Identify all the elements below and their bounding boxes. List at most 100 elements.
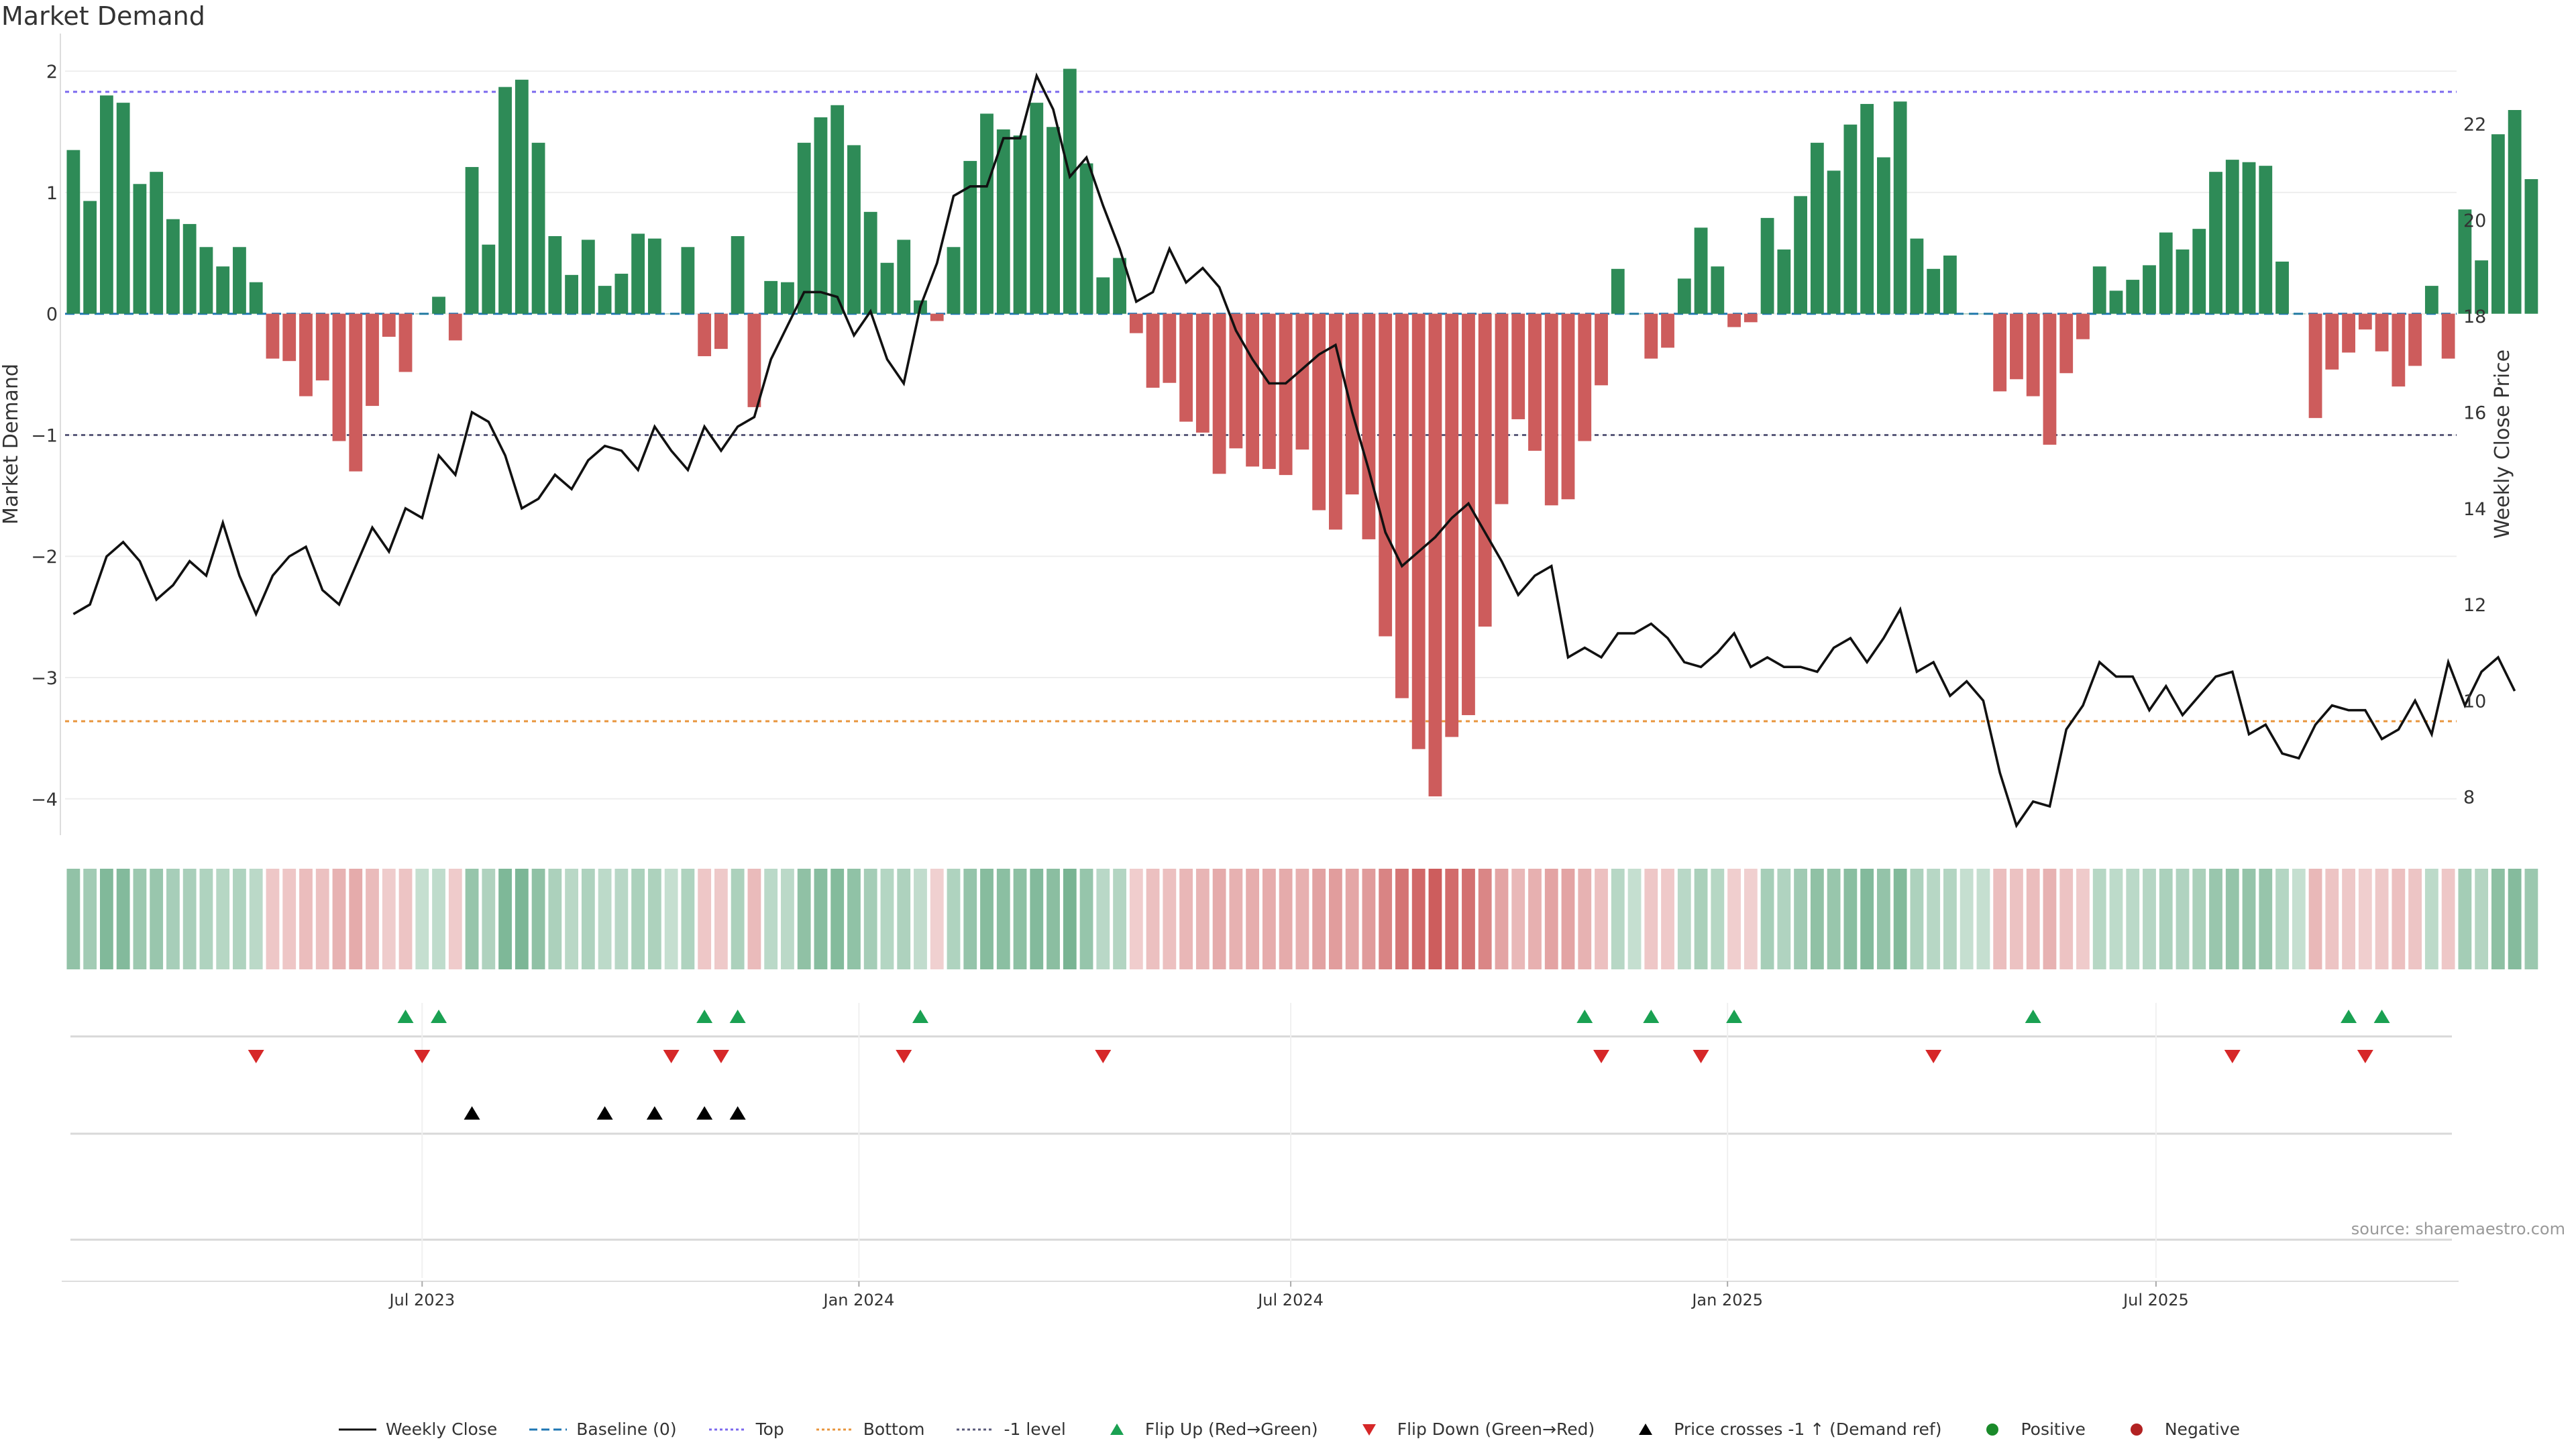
legend-label: Top <box>755 1419 784 1439</box>
heat-cell <box>1644 869 1658 969</box>
demand-bar <box>764 280 778 314</box>
flip-up-marker <box>431 1010 447 1023</box>
demand-bar <box>1595 313 1608 386</box>
demand-bar <box>2491 134 2505 314</box>
demand-bar <box>631 233 645 314</box>
legend-symbol-icon <box>1110 1423 1124 1435</box>
demand-bar <box>1046 127 1060 314</box>
heat-cell <box>1511 869 1525 969</box>
heat-cell <box>1379 869 1393 969</box>
demand-bar <box>415 313 429 315</box>
heat-cell <box>1578 869 1592 969</box>
demand-bar <box>1129 313 1143 333</box>
price-cross-marker <box>646 1106 663 1120</box>
heat-cell <box>1146 869 1160 969</box>
demand-bar <box>531 142 545 314</box>
heat-cell <box>631 869 645 969</box>
flip-down-marker <box>663 1050 680 1063</box>
demand-bar <box>1528 313 1542 451</box>
heat-cell <box>1661 869 1674 969</box>
heat-cell <box>531 869 545 969</box>
heat-cell <box>498 869 512 969</box>
heat-cell <box>731 869 745 969</box>
y2-tick-label: 18 <box>2463 307 2486 327</box>
heat-cell <box>2225 869 2239 969</box>
heat-cell <box>2408 869 2422 969</box>
reference-lines <box>65 91 2457 722</box>
demand-bar <box>1927 268 1941 314</box>
heat-cell <box>1794 869 1808 969</box>
heat-cell <box>598 869 612 969</box>
demand-bar <box>714 313 728 350</box>
heat-cell <box>2209 869 2222 969</box>
heat-cell <box>2475 869 2489 969</box>
flip-up-marker <box>1576 1010 1593 1023</box>
demand-bar <box>1362 313 1376 539</box>
heat-cell <box>1943 869 1957 969</box>
demand-bar <box>1511 313 1525 419</box>
flip-down-marker <box>248 1050 264 1063</box>
heat-cell <box>747 869 761 969</box>
heat-cell <box>1993 869 2007 969</box>
heat-cell <box>482 869 496 969</box>
heat-cell <box>282 869 297 969</box>
heat-cell <box>1113 869 1126 969</box>
demand-bar <box>498 87 512 314</box>
demand-bar <box>83 201 97 314</box>
demand-bar <box>1860 103 1874 314</box>
heat-cell <box>515 869 529 969</box>
legend-symbol-icon <box>708 1428 747 1430</box>
heat-cell <box>1495 869 1509 969</box>
demand-bar <box>1411 313 1426 749</box>
heat-cell <box>249 869 263 969</box>
heat-cell <box>2043 869 2057 969</box>
demand-bar <box>2242 162 2256 314</box>
flip-up-marker <box>2373 1010 2390 1023</box>
heat-cell <box>2026 869 2040 969</box>
heat-cell <box>1212 869 1226 969</box>
y-tick-label: −4 <box>31 790 58 810</box>
demand-bar <box>1079 163 1093 314</box>
heat-cell <box>2508 869 2522 969</box>
x-tick-label: Jul 2024 <box>1256 1291 1324 1309</box>
heat-cell <box>714 869 728 969</box>
heat-cell <box>415 869 429 969</box>
demand-bar <box>482 244 496 314</box>
legend-symbol-icon <box>2130 1423 2143 1436</box>
heat-cell <box>1329 869 1342 969</box>
heat-cell <box>1893 869 1907 969</box>
x-tick-label: Jul 2025 <box>2122 1291 2189 1309</box>
flip-down-marker <box>712 1050 729 1063</box>
flip-up-marker <box>1726 1010 1743 1023</box>
demand-bar <box>1960 313 1974 315</box>
y2-tick-label: 8 <box>2463 788 2475 808</box>
heat-cell <box>2342 869 2355 969</box>
demand-bar <box>1163 313 1177 383</box>
demand-bar <box>1976 313 1990 315</box>
heat-cell <box>863 869 877 969</box>
heat-cell <box>1262 869 1276 969</box>
legend-label: Flip Down (Green→Red) <box>1397 1419 1595 1439</box>
heat-cell <box>2524 869 2538 969</box>
legend-label: Negative <box>2164 1419 2241 1439</box>
y2-tick-label: 10 <box>2463 691 2486 712</box>
legend-symbol-icon <box>1362 1424 1376 1436</box>
heat-cell <box>1279 869 1293 969</box>
demand-bar <box>182 223 197 314</box>
y2-tick-label: 22 <box>2463 115 2486 136</box>
heat-cell <box>182 869 197 969</box>
demand-bar <box>398 313 413 372</box>
demand-bar <box>963 160 977 314</box>
demand-bar <box>1462 313 1475 716</box>
legend-item: Negative <box>2115 1419 2240 1439</box>
demand-bar <box>1312 313 1326 511</box>
demand-bar <box>2325 313 2339 370</box>
demand-bar <box>747 313 761 407</box>
demand-bar <box>1843 124 1858 314</box>
demand-bar <box>382 313 396 337</box>
heat-cell <box>2076 869 2090 969</box>
heat-cell <box>914 869 927 969</box>
demand-bar <box>2275 261 2289 314</box>
demand-bar <box>1395 313 1409 698</box>
heat-cell <box>963 869 977 969</box>
